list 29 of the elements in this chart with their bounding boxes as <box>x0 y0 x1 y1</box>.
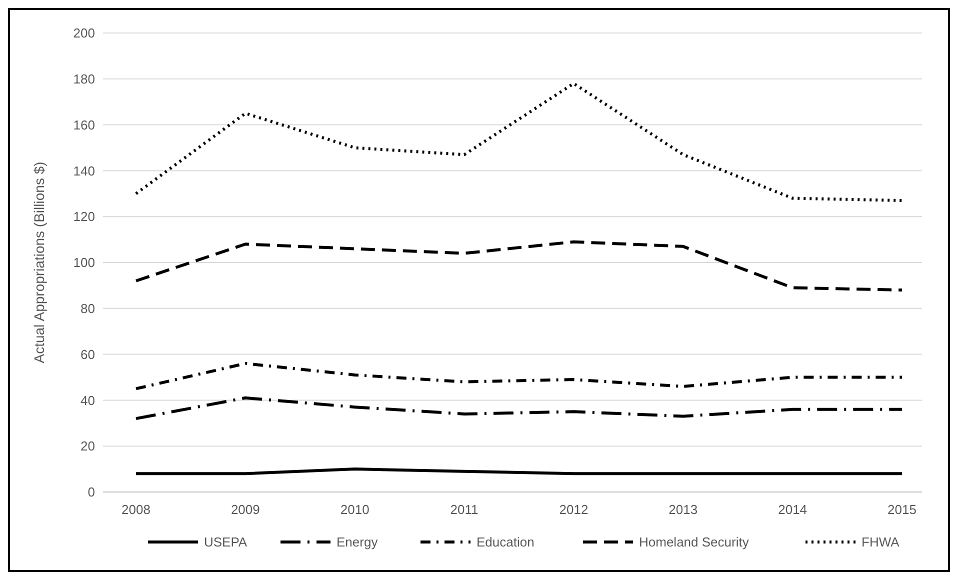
y-tick-label: 60 <box>80 346 95 362</box>
x-tick-label: 2012 <box>559 502 588 517</box>
y-tick-label: 200 <box>73 26 95 41</box>
x-tick-label: 2011 <box>450 502 478 517</box>
line-series <box>134 362 904 390</box>
y-tick-label: 100 <box>73 255 95 270</box>
y-tick-label: 0 <box>88 484 95 500</box>
y-tick-label: 140 <box>73 163 95 178</box>
legend-label: Energy <box>336 534 378 550</box>
x-tick-label: 2015 <box>888 502 916 517</box>
x-tick-label: 2013 <box>668 502 698 517</box>
y-tick-label: 180 <box>73 71 95 86</box>
line-series <box>134 396 904 420</box>
y-tick-label: 20 <box>80 438 95 454</box>
y-tick-label: 120 <box>73 209 95 224</box>
x-tick-label: 2014 <box>778 502 808 517</box>
legend-label: FHWA <box>862 534 900 550</box>
legend-label: Homeland Security <box>639 534 750 550</box>
x-tick-label: 2008 <box>122 502 150 517</box>
legend-label: USEPA <box>204 534 248 550</box>
y-tick-label: 160 <box>73 117 95 132</box>
line-series <box>134 240 904 292</box>
y-tick-label: 40 <box>80 392 95 408</box>
x-tick-label: 2010 <box>340 502 370 517</box>
y-tick-label: 80 <box>80 300 95 316</box>
legend-label: Education <box>476 534 534 550</box>
line-series <box>134 82 904 202</box>
x-tick-label: 2009 <box>230 502 260 517</box>
y-axis-title: Actual Appropriations (Billions $) <box>31 162 47 364</box>
